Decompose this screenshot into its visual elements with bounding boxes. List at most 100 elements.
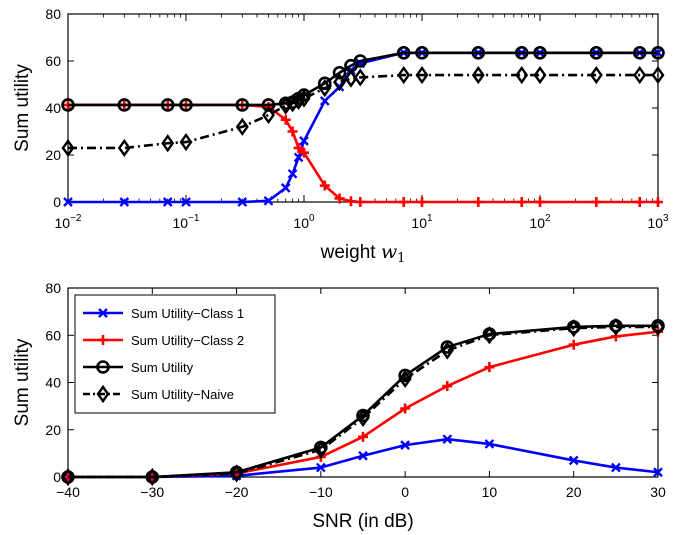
data-point xyxy=(280,114,291,125)
data-point xyxy=(482,326,496,345)
legend-marker xyxy=(96,360,110,374)
data-point xyxy=(63,197,73,207)
data-point xyxy=(396,45,411,60)
series-4 xyxy=(61,66,665,158)
data-point xyxy=(355,197,366,207)
y-tick-label: 40 xyxy=(45,375,61,391)
data-point xyxy=(280,183,291,193)
data-point xyxy=(533,45,547,60)
data-point xyxy=(653,197,663,207)
data-point xyxy=(633,66,647,85)
data-point xyxy=(287,168,298,179)
data-point xyxy=(333,73,346,92)
y-tick-label: 80 xyxy=(45,280,61,296)
data-point xyxy=(484,362,495,373)
data-point xyxy=(400,440,410,450)
series-line xyxy=(68,73,658,150)
data-point xyxy=(262,105,275,125)
data-point xyxy=(533,66,547,85)
data-point xyxy=(161,134,175,153)
data-point xyxy=(653,467,663,478)
data-point xyxy=(287,126,298,137)
data-point xyxy=(398,369,412,389)
x-tick-label: 20 xyxy=(566,484,582,500)
data-point xyxy=(61,98,75,112)
data-point xyxy=(634,197,645,207)
data-point xyxy=(611,462,621,473)
series-line xyxy=(68,325,658,479)
x-tick-label: −40 xyxy=(56,484,80,500)
data-point xyxy=(318,78,332,98)
x-tick-label: 30 xyxy=(650,484,666,500)
data-point xyxy=(358,431,368,442)
data-point xyxy=(179,133,193,152)
data-point xyxy=(632,45,647,60)
x-tick-label: 102 xyxy=(529,213,551,231)
y-tick-label: 0 xyxy=(53,469,61,485)
data-point xyxy=(160,98,175,112)
data-point xyxy=(398,197,409,207)
data-point xyxy=(299,147,309,158)
y-tick-label: 60 xyxy=(45,53,61,69)
data-point xyxy=(568,455,579,466)
data-point xyxy=(591,197,602,207)
series-line xyxy=(68,437,659,479)
data-point xyxy=(263,195,274,206)
data-point xyxy=(514,45,529,60)
data-point xyxy=(319,180,330,191)
data-point xyxy=(589,66,603,85)
y-tick-label: 80 xyxy=(45,6,61,22)
legend-label: Sum Utility xyxy=(131,360,194,375)
data-point xyxy=(316,462,326,473)
data-point xyxy=(345,196,356,207)
data-point xyxy=(61,138,75,158)
data-point xyxy=(117,138,131,158)
legend-label: Sum Utility−Class 2 xyxy=(131,333,244,348)
y-axis-label: Sum utility xyxy=(12,338,33,426)
x-tick-label: 101 xyxy=(411,213,433,231)
data-point xyxy=(415,45,429,60)
data-point xyxy=(179,98,193,112)
data-point xyxy=(332,65,347,80)
y-tick-label: 60 xyxy=(45,327,61,343)
data-point xyxy=(261,98,276,112)
data-point xyxy=(237,197,248,207)
data-point xyxy=(279,96,293,115)
x-tick-label: 10−2 xyxy=(55,213,82,231)
data-point xyxy=(397,66,411,85)
data-point xyxy=(651,317,665,337)
legend-marker xyxy=(96,384,110,404)
y-axis-label: Sum utility xyxy=(12,64,33,152)
x-tick-label: 0 xyxy=(401,484,409,500)
data-point xyxy=(440,341,454,360)
x-tick-label: −20 xyxy=(225,484,249,500)
data-point xyxy=(515,66,529,85)
series-line xyxy=(68,103,658,204)
data-point xyxy=(181,197,191,207)
data-point xyxy=(235,98,250,112)
data-point xyxy=(568,339,579,350)
data-point xyxy=(334,193,345,204)
data-point xyxy=(471,45,486,60)
data-point xyxy=(415,66,429,85)
data-point xyxy=(293,142,304,153)
data-point xyxy=(516,197,527,207)
data-point xyxy=(484,439,495,449)
data-point xyxy=(145,467,159,487)
data-point xyxy=(609,317,623,337)
data-point xyxy=(299,136,309,146)
data-point xyxy=(117,98,132,112)
data-point xyxy=(319,96,330,106)
data-point xyxy=(471,66,485,85)
data-point xyxy=(353,54,368,68)
data-point xyxy=(344,69,358,88)
legend-marker xyxy=(98,308,108,318)
x-tick-label: 10 xyxy=(482,484,498,500)
x-axis-label: weight w1 xyxy=(320,241,406,266)
series-line xyxy=(68,51,658,107)
data-point xyxy=(314,440,328,459)
x-axis-label: SNR (in dB) xyxy=(312,511,413,532)
series-2 xyxy=(63,99,663,207)
data-point xyxy=(356,408,370,428)
